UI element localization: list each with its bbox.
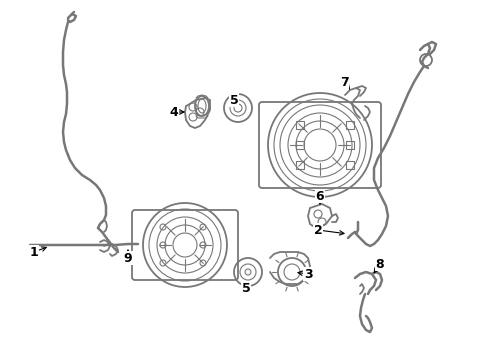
Text: 2: 2 xyxy=(314,224,322,237)
Text: 4: 4 xyxy=(170,105,178,118)
Text: 7: 7 xyxy=(340,76,348,89)
Text: 3: 3 xyxy=(304,267,312,280)
Text: 9: 9 xyxy=(123,252,132,265)
Text: 5: 5 xyxy=(230,94,238,107)
Text: 6: 6 xyxy=(316,189,324,202)
Text: 1: 1 xyxy=(29,246,38,258)
Text: 5: 5 xyxy=(242,282,250,294)
Text: 8: 8 xyxy=(376,257,384,270)
